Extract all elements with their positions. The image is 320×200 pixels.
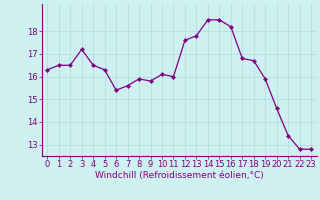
X-axis label: Windchill (Refroidissement éolien,°C): Windchill (Refroidissement éolien,°C): [95, 171, 264, 180]
